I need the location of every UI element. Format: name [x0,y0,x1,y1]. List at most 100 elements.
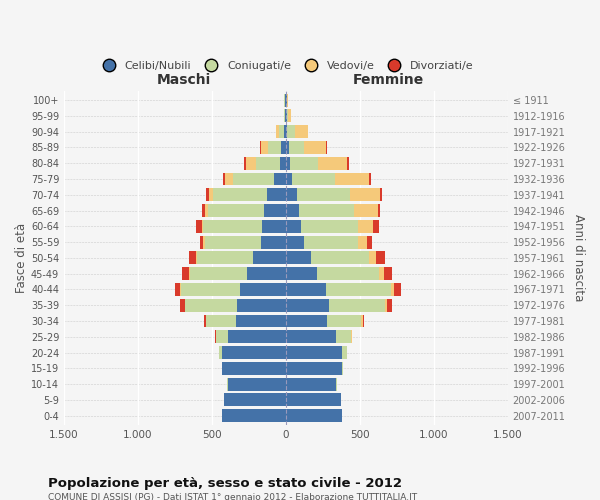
Bar [301,220,358,233]
Bar [221,362,223,375]
Bar [202,204,205,217]
Bar [350,188,380,201]
Bar [304,236,358,248]
Bar [285,94,286,106]
Bar [209,188,214,201]
Bar [358,220,373,233]
Bar [181,299,185,312]
Bar [233,172,274,186]
Bar [290,157,318,170]
Bar [361,314,363,328]
Bar [367,236,372,248]
Bar [292,172,335,186]
Bar [287,125,295,138]
Bar [264,204,286,217]
Bar [237,299,286,312]
Bar [246,157,256,170]
Bar [286,330,336,344]
Bar [228,378,286,390]
Bar [286,141,289,154]
Bar [182,267,189,280]
Bar [281,141,286,154]
Bar [256,157,280,170]
Bar [260,141,261,154]
Bar [223,172,225,186]
Bar [286,188,297,201]
Bar [376,252,385,264]
Bar [279,125,284,138]
Bar [286,314,328,328]
Bar [225,172,233,186]
Bar [228,330,286,344]
Bar [287,94,288,106]
Bar [236,314,286,328]
Text: Maschi: Maschi [157,74,211,88]
Bar [214,188,266,201]
Bar [287,110,288,122]
Bar [387,299,392,312]
Bar [206,188,209,201]
Bar [181,283,240,296]
Text: Popolazione per età, sesso e stato civile - 2012: Popolazione per età, sesso e stato civil… [48,478,402,490]
Bar [286,299,329,312]
Bar [394,283,401,296]
Bar [351,330,352,344]
Bar [286,267,317,280]
Bar [354,204,377,217]
Bar [217,330,228,344]
Bar [247,267,286,280]
Bar [220,346,223,359]
Bar [196,252,197,264]
Bar [373,220,379,233]
Bar [295,125,308,138]
Bar [286,220,301,233]
Bar [253,252,286,264]
Bar [288,110,291,122]
Bar [280,157,286,170]
Bar [299,204,354,217]
Bar [203,236,205,248]
Bar [189,252,196,264]
Bar [297,188,350,201]
Bar [227,378,228,390]
Bar [223,409,286,422]
Bar [204,314,206,328]
Bar [175,283,181,296]
Bar [266,188,286,201]
Bar [311,252,369,264]
Bar [185,299,237,312]
Bar [304,141,326,154]
Bar [358,236,367,248]
Bar [369,252,376,264]
Bar [286,252,311,264]
Y-axis label: Fasce di età: Fasce di età [15,223,28,293]
Bar [200,236,203,248]
Bar [380,188,382,201]
Bar [286,394,341,406]
Bar [336,330,351,344]
Bar [286,378,336,390]
Bar [286,346,342,359]
Bar [285,110,286,122]
Bar [286,283,326,296]
Text: Femmine: Femmine [352,74,424,88]
Bar [274,172,286,186]
Bar [190,267,247,280]
Bar [215,330,216,344]
Bar [197,252,253,264]
Bar [385,299,387,312]
Bar [277,125,279,138]
Y-axis label: Anni di nascita: Anni di nascita [572,214,585,302]
Bar [208,204,264,217]
Bar [286,236,304,248]
Bar [203,220,262,233]
Bar [189,267,190,280]
Bar [391,283,394,296]
Bar [318,157,347,170]
Bar [335,172,369,186]
Bar [286,409,342,422]
Bar [244,157,246,170]
Bar [205,204,208,217]
Bar [202,220,203,233]
Bar [369,172,371,186]
